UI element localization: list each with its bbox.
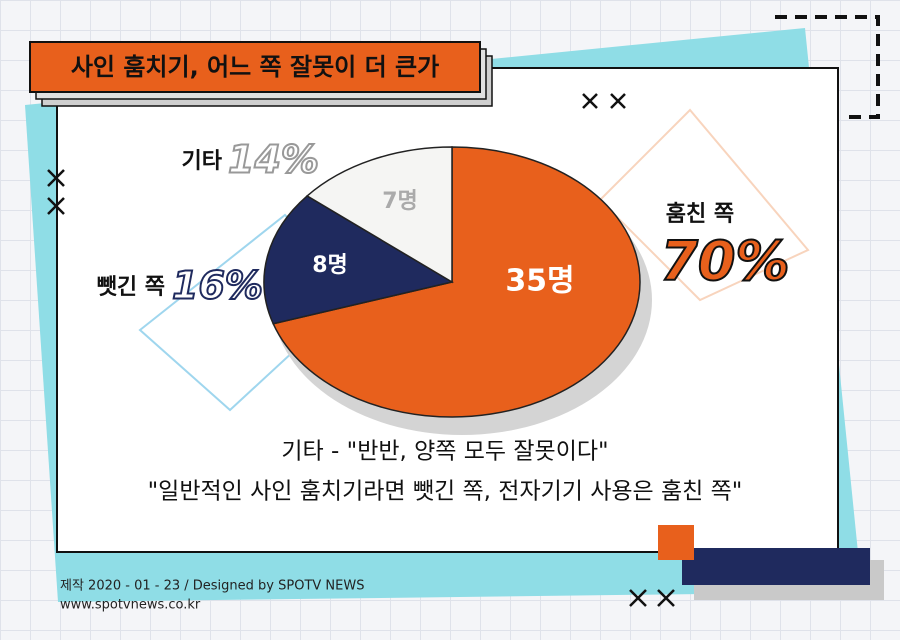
annotation: 기타 - "반반, 양쪽 모두 잘못이다": [281, 439, 608, 465]
category-label: 뺏긴 쪽: [97, 275, 165, 300]
percent-label: 14%: [228, 138, 319, 182]
credit: 제작 2020 - 01 - 23 / Designed by SPOTV NE…: [60, 579, 364, 594]
percent-label: 70%: [660, 230, 789, 293]
website: www.spotvnews.co.kr: [60, 598, 201, 613]
category-label: 기타: [182, 149, 223, 174]
deco-x: [47, 93, 675, 607]
category-label: 훔친 쪽: [666, 202, 734, 227]
annotation: "일반적인 사인 훔치기라면 뺏긴 쪽, 전자기기 사용은 훔친 쪽": [148, 479, 743, 505]
deco-dash: [775, 15, 880, 119]
deco-diamond: [598, 108, 810, 302]
pie-slice: [305, 146, 453, 284]
value-label: 35명: [505, 264, 574, 299]
title-box: [29, 41, 481, 93]
chart-title: 사인 훔치기, 어느 쪽 잘못이 더 큰가: [71, 53, 439, 81]
pie-slice: [272, 146, 641, 418]
pie: [263, 146, 641, 418]
value-label: 8명: [312, 253, 348, 278]
deco-block: [658, 525, 694, 560]
value-label: 7명: [382, 189, 418, 214]
deco-block: [682, 548, 870, 585]
pie-slice: [263, 195, 454, 325]
percent-label: 16%: [172, 264, 263, 308]
